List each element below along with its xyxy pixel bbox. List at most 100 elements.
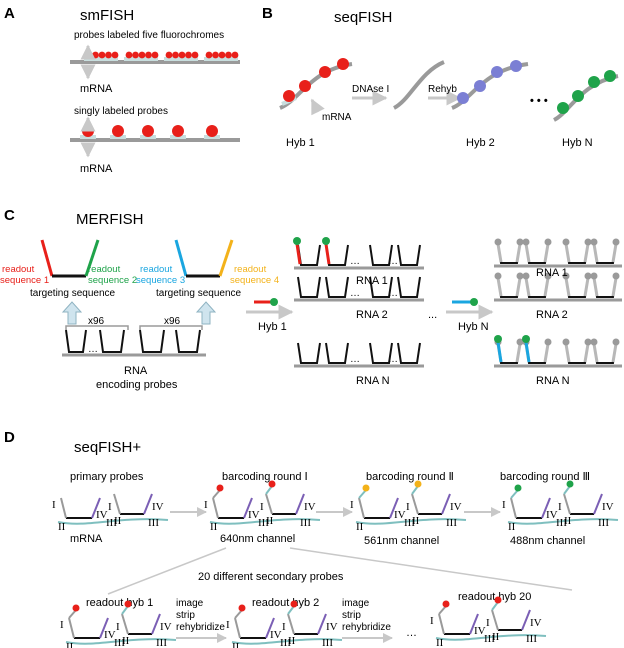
- targeting-seq-label-1: targeting sequence: [30, 288, 116, 299]
- gray-dye-dot: [544, 238, 552, 246]
- encoding-probe: [139, 329, 165, 353]
- primary-arm: [317, 613, 327, 635]
- dye-dot: [216, 484, 224, 492]
- readout-probe-gray: [515, 343, 522, 363]
- red-dye-dot: [138, 51, 146, 59]
- primary-arm: [593, 493, 603, 515]
- readout-seq1-arm: [40, 239, 54, 277]
- roman-numeral-label: I: [116, 621, 120, 633]
- green-dye-dot: [522, 335, 530, 343]
- readout-hyb1-label: readout hyb 1: [86, 597, 153, 609]
- red-dye-dot: [231, 51, 239, 59]
- readout4-line2: sequence 4: [230, 275, 279, 286]
- primary-arm: [243, 497, 253, 519]
- gray-dye-dot: [562, 238, 570, 246]
- blue-dye-dot: [474, 80, 486, 92]
- ellipsis-small: …: [388, 288, 398, 299]
- encoding-probe: [65, 329, 87, 353]
- roman-numeral-label: IV: [304, 501, 316, 513]
- probe-segment: [164, 57, 198, 61]
- rna2-label-mid: RNA 2: [356, 309, 388, 321]
- red-dye-dot: [178, 51, 186, 59]
- roman-numeral-label: III: [106, 517, 117, 529]
- gray-dye-dot: [584, 338, 592, 346]
- round3-label: barcoding round Ⅲ: [500, 471, 590, 483]
- primary-arm: [212, 497, 219, 519]
- ellipsis-small: …: [388, 354, 398, 365]
- readout-probe-red: [324, 243, 331, 265]
- hybn-rna-rows: [494, 238, 622, 368]
- primary-probes-label: primary probes: [70, 471, 144, 483]
- readout-probe-gray: [496, 243, 503, 263]
- gray-dye-dot: [494, 238, 502, 246]
- roman-numeral-label: III: [556, 517, 567, 529]
- primary-arm: [411, 493, 419, 515]
- gray-dye-dot: [516, 338, 524, 346]
- mrna-strand: [209, 518, 321, 525]
- mrna-label-a1: mRNA: [80, 83, 113, 95]
- encoding-probes-label: encoding probes: [96, 379, 178, 391]
- readout-probe-gray: [611, 243, 618, 263]
- primary-arm: [287, 613, 295, 635]
- red-dye-dot: [337, 58, 349, 70]
- probe-segment: [204, 57, 238, 61]
- ellipsis-c: ...: [428, 309, 437, 321]
- readout1-line1: readout: [2, 264, 35, 275]
- funnel-line-right: [289, 547, 573, 591]
- ellipsis-small: …: [88, 344, 98, 355]
- hyb2-label-b: Hyb 2: [466, 137, 495, 149]
- hybn-label-b: Hyb N: [562, 137, 593, 149]
- panel-b-label: B: [262, 5, 273, 22]
- primary-arm: [60, 497, 67, 519]
- channel-640-label: 640nm channel: [220, 533, 295, 545]
- roman-numeral-label: II: [66, 641, 74, 648]
- readout-seq2-arm: [84, 239, 100, 277]
- gray-dye-dot: [522, 272, 530, 280]
- probe-segment: [124, 57, 158, 61]
- green-dye-dot: [293, 237, 301, 245]
- roman-numeral-label: II: [58, 521, 66, 533]
- mrna-strand: [435, 634, 547, 641]
- bracket-1: [65, 325, 129, 330]
- encoding-probe: [297, 276, 321, 298]
- roman-numeral-label: III: [156, 637, 167, 648]
- green-dye-dot: [494, 335, 502, 343]
- hyb1-probe-dye: [270, 298, 278, 306]
- singly-labeled-label: singly labeled probes: [74, 106, 168, 117]
- red-dye-dot: [105, 51, 112, 59]
- primary-arm: [563, 493, 571, 515]
- rehybridize-label-2: rehybridize: [342, 622, 391, 633]
- image-label-2: image: [342, 598, 370, 609]
- encoding-probe: [99, 329, 125, 353]
- encoding-probe: [325, 276, 349, 298]
- dye-dot: [566, 480, 574, 488]
- encoding-probe-1: [40, 239, 100, 278]
- roman-numeral-label: I: [52, 499, 56, 511]
- roman-numeral-label: III: [598, 517, 609, 529]
- roman-numeral-label: II: [564, 515, 572, 527]
- round1-label: barcoding round Ⅰ: [222, 471, 308, 483]
- encoding-probe: [369, 276, 393, 298]
- image-label-1: image: [176, 598, 204, 609]
- readout1-line2: sequence 1: [0, 275, 49, 286]
- green-dye-dot: [572, 90, 584, 102]
- panel-a-title: smFISH: [80, 7, 134, 24]
- readout-probe-gray: [564, 343, 571, 363]
- red-dye-dot: [82, 125, 94, 137]
- rehyb-label: Rehyb: [428, 84, 457, 95]
- red-dye-dot: [191, 51, 199, 59]
- roman-numeral-label: I: [60, 619, 64, 631]
- primary-arm: [438, 613, 445, 635]
- secondary-probes-label: 20 different secondary probes: [198, 571, 344, 583]
- roman-numeral-label: IV: [602, 501, 614, 513]
- rnan-label-mid: RNA N: [356, 375, 390, 387]
- dye-dot: [124, 600, 132, 608]
- primary-arm: [521, 609, 531, 631]
- encoding-probe-2: [174, 239, 234, 278]
- red-dye-dot: [132, 51, 139, 59]
- encoding-probe: [369, 342, 393, 364]
- secondary-probe: [68, 609, 77, 619]
- readout2-line1: readout: [88, 264, 121, 275]
- readout-probe-gray: [592, 243, 599, 263]
- seqfish-plus-bottom-row: IIIIVIIIIIIIVIIIIIIIVIIIIIIIVIIIIIIIVIII…: [60, 596, 547, 648]
